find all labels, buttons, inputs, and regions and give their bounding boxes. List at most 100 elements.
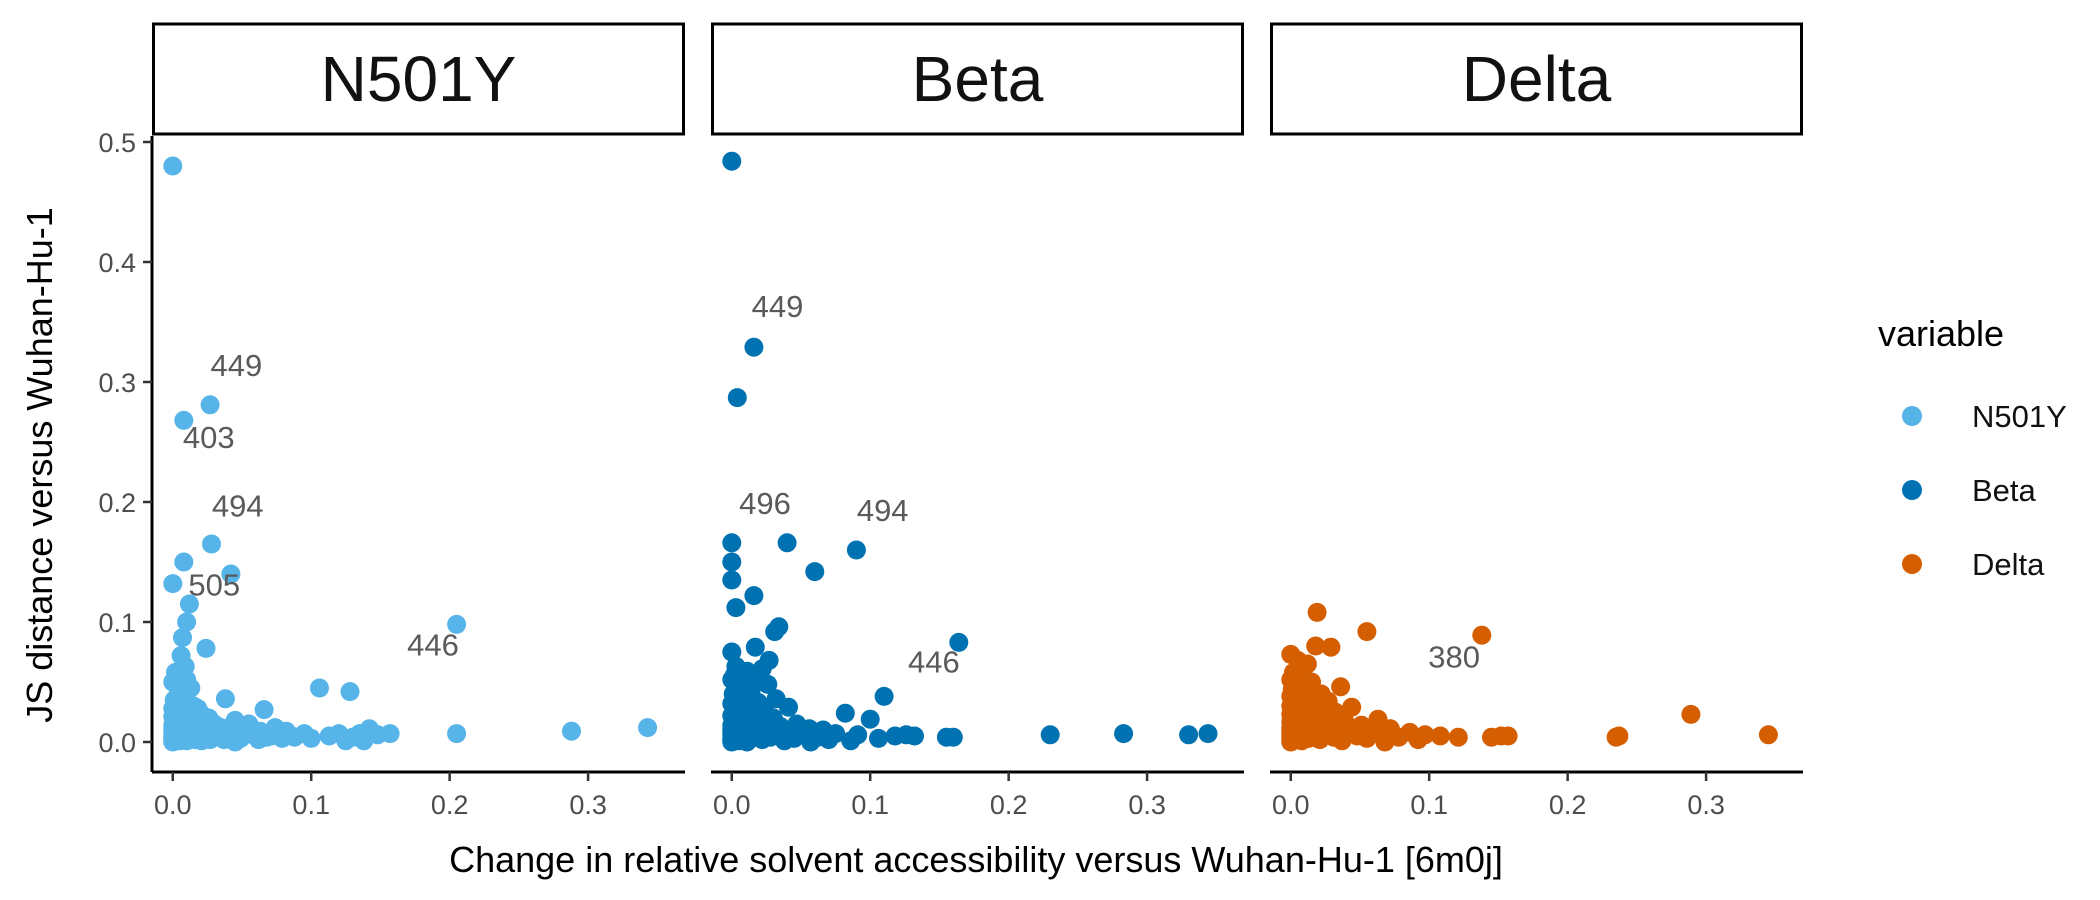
data-point xyxy=(819,730,839,750)
y-tick-label: 0.3 xyxy=(98,368,136,398)
data-point xyxy=(354,731,374,751)
data-point xyxy=(805,562,825,582)
data-point xyxy=(254,700,274,720)
data-point xyxy=(380,724,400,744)
data-point xyxy=(1306,636,1326,656)
data-point xyxy=(447,724,467,744)
data-point xyxy=(722,570,742,590)
legend-label: N501Y xyxy=(1972,399,2067,434)
data-point xyxy=(841,731,861,751)
data-point xyxy=(1375,732,1395,752)
facet-strip-label: Beta xyxy=(912,43,1044,115)
data-point xyxy=(1448,727,1468,747)
point-annotation: 494 xyxy=(857,493,909,528)
data-point xyxy=(727,388,747,408)
data-point xyxy=(179,594,199,614)
data-point xyxy=(215,689,235,709)
facet-strip xyxy=(1270,22,1803,136)
data-point xyxy=(1430,726,1450,746)
data-point xyxy=(846,540,866,560)
data-point xyxy=(1281,732,1301,752)
data-point xyxy=(860,709,880,729)
point-annotation: 446 xyxy=(407,628,459,663)
data-point xyxy=(202,534,221,554)
facet-strip xyxy=(152,22,685,136)
x-tick-label: 0.3 xyxy=(1687,790,1725,820)
legend-title: variable xyxy=(1878,313,2004,354)
data-point xyxy=(163,732,183,752)
data-point xyxy=(174,552,194,572)
data-point xyxy=(163,574,183,594)
data-point xyxy=(196,638,216,658)
legend-label: Beta xyxy=(1972,473,2037,508)
x-tick-label: 0.1 xyxy=(851,790,889,820)
data-point xyxy=(1307,602,1327,622)
data-point xyxy=(1114,724,1134,744)
data-point xyxy=(225,732,245,752)
data-point xyxy=(737,732,757,752)
x-tick-label: 0.3 xyxy=(1128,790,1166,820)
x-tick-label: 0.1 xyxy=(1410,790,1448,820)
x-tick-label: 0.3 xyxy=(569,790,607,820)
data-point xyxy=(163,156,183,176)
data-point xyxy=(192,731,212,751)
legend-swatch xyxy=(1902,480,1922,500)
x-axis-title: Change in relative solvent accessibility… xyxy=(449,839,1503,880)
data-point xyxy=(301,728,321,748)
data-point xyxy=(722,732,742,752)
data-point xyxy=(1342,697,1362,717)
data-point xyxy=(1408,730,1428,750)
data-point xyxy=(1179,725,1199,745)
data-point xyxy=(758,674,778,694)
data-point xyxy=(869,728,888,748)
data-point xyxy=(745,637,765,657)
y-tick-label: 0.4 xyxy=(98,248,136,278)
data-point xyxy=(1198,724,1218,744)
data-point xyxy=(752,730,772,750)
data-point xyxy=(1040,725,1060,745)
data-point xyxy=(722,642,742,662)
legend: variable N501Y Beta Delta xyxy=(1878,313,2067,582)
data-point xyxy=(779,697,798,717)
legend-swatch xyxy=(1902,554,1922,574)
data-point xyxy=(722,552,742,572)
data-point xyxy=(943,727,963,747)
point-annotation: 449 xyxy=(211,348,263,383)
data-point xyxy=(949,632,969,652)
data-point xyxy=(562,721,581,741)
point-annotation: 380 xyxy=(1428,640,1480,675)
data-point xyxy=(744,337,764,357)
point-annotation: 403 xyxy=(183,420,235,455)
data-point xyxy=(177,612,197,632)
data-point xyxy=(726,598,746,618)
data-point xyxy=(174,410,194,430)
data-point xyxy=(310,678,329,698)
data-point xyxy=(874,686,894,706)
facet-strip-label: Delta xyxy=(1462,43,1612,115)
data-point xyxy=(835,703,855,723)
data-point xyxy=(447,614,467,634)
data-point xyxy=(336,731,356,751)
x-tick-label: 0.1 xyxy=(292,790,330,820)
y-axis-title: JS distance versus Wuhan-Hu-1 xyxy=(19,207,60,723)
data-point xyxy=(1472,625,1492,645)
data-point xyxy=(319,726,339,746)
point-annotation: 496 xyxy=(739,486,791,521)
data-point xyxy=(1357,728,1377,748)
point-annotation: 449 xyxy=(752,289,804,324)
facet-strip-label: N501Y xyxy=(321,43,517,115)
data-point xyxy=(774,731,794,751)
data-point xyxy=(722,533,742,553)
y-tick-label: 0.1 xyxy=(98,608,136,638)
data-point xyxy=(1609,726,1629,746)
data-point xyxy=(1681,704,1701,724)
data-point xyxy=(801,732,821,752)
data-point xyxy=(1321,637,1341,657)
facet-panel-n501y: N501Y 449 403 494 505 446 0.0 0.1 0.2 0.3 0.0 0.1 0.… xyxy=(98,22,685,820)
point-annotation: 505 xyxy=(188,568,240,603)
x-tick-label: 0.0 xyxy=(154,790,192,820)
data-point xyxy=(1332,731,1352,751)
legend-items: N501Y Beta Delta xyxy=(1902,399,2067,582)
data-point xyxy=(1331,677,1351,697)
